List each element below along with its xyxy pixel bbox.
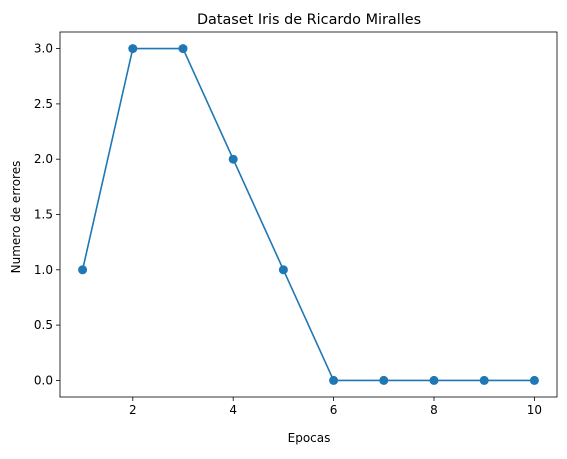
x-tick-label: 4: [229, 403, 237, 417]
y-tick-label: 3.0: [34, 42, 53, 56]
y-tick-label: 0.0: [34, 373, 53, 387]
y-tick-label: 2.0: [34, 152, 53, 166]
y-tick-label: 1.0: [34, 263, 53, 277]
data-point: [479, 375, 489, 385]
data-point: [529, 375, 539, 385]
series-line: [81, 47, 535, 382]
y-tick-label: 0.5: [34, 318, 53, 332]
x-tick-label: 8: [430, 403, 438, 417]
x-tick-label: 6: [330, 403, 338, 417]
data-point: [178, 44, 188, 54]
plot-frame: [59, 31, 558, 398]
x-tick-label: 10: [527, 403, 542, 417]
y-axis-label: Numero de errores: [9, 161, 23, 274]
plot-area: 2 4 6 8 10 0.0 0.5 1.0 1.5 2.0 2.5 3.0: [34, 31, 558, 417]
data-point: [128, 44, 138, 54]
data-point: [429, 375, 439, 385]
data-point: [228, 154, 238, 164]
chart-title: Dataset Iris de Ricardo Miralles: [197, 12, 421, 28]
data-point: [329, 375, 339, 385]
data-point: [379, 375, 389, 385]
data-point: [78, 265, 88, 275]
x-axis-label: Epocas: [288, 431, 331, 445]
data-point: [278, 265, 288, 275]
x-tick-label: 2: [129, 403, 137, 417]
y-tick-label: 1.5: [34, 208, 53, 222]
y-tick-label: 2.5: [34, 97, 53, 111]
